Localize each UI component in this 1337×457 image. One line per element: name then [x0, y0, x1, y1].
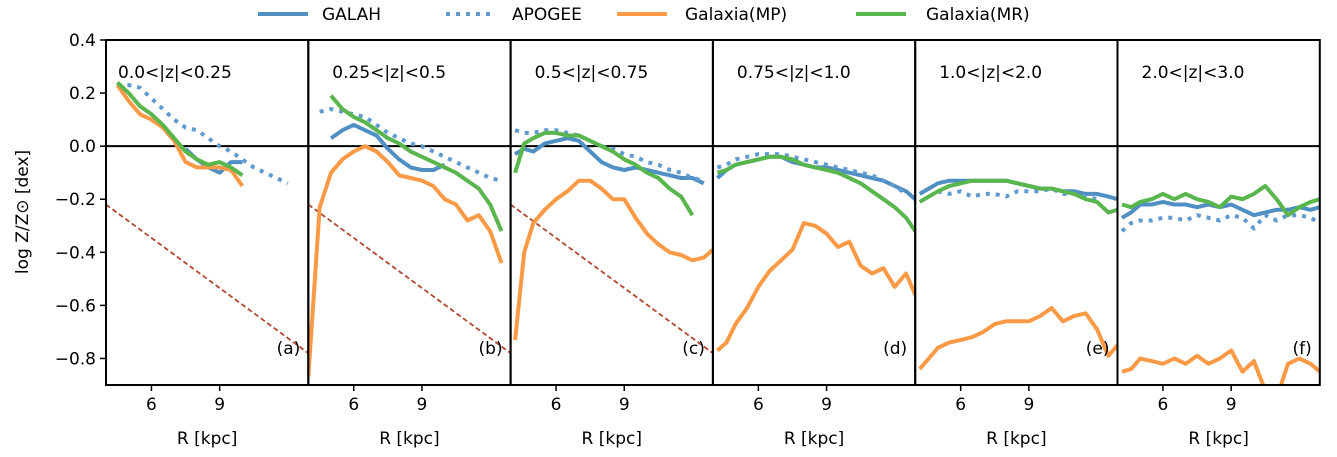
plot-area-3: [510, 128, 713, 354]
x-axis-label-6: R [kpc]: [1188, 429, 1248, 449]
legend-label-1: GALAH: [322, 5, 381, 25]
series-galaxiamr-3: [513, 130, 695, 217]
reference-line-2: [308, 203, 511, 354]
series-apogee-5: [937, 186, 1098, 202]
panel-1: 0.0<|z|<0.25 (a) 6 9 R [kpc] 0.4 0.2 0.0 −0.2 −0.…: [55, 31, 310, 449]
series-galaxiamp-1: [115, 83, 245, 188]
panel-frame-5: [914, 39, 1119, 386]
panel-tag-5: (e): [1086, 339, 1110, 359]
series-apogee-2: [319, 107, 502, 183]
y-tick-label-3: 0.0: [69, 137, 96, 157]
x-tick-label-3-2: 9: [619, 395, 630, 415]
plot-area-4: [712, 145, 916, 353]
plot-area-5: [915, 145, 1118, 371]
panel-title-6: 2.0<|z|<3.0: [1142, 63, 1245, 83]
x-axis-label-3: R [kpc]: [582, 429, 642, 449]
series-galaxiamr-6: [1121, 184, 1320, 218]
legend-label-4: Galaxia(MR): [926, 5, 1030, 25]
plot-area-1: [106, 81, 309, 354]
panel-title-1: 0.0<|z|<0.25: [118, 63, 232, 83]
series-galah-2: [329, 122, 446, 172]
reference-line-3: [510, 203, 713, 354]
x-tick-label-2-2: 9: [417, 395, 428, 415]
x-axis-label-2: R [kpc]: [379, 429, 439, 449]
x-tick-label-5-2: 9: [1023, 395, 1034, 415]
panel-frame-6: [1116, 39, 1321, 386]
series-galaxiamr-5: [918, 178, 1118, 215]
legend: GALAH APOGEE Galaxia(MP) Galaxia(MR): [258, 5, 1030, 25]
panel-title-3: 0.5<|z|<0.75: [535, 63, 649, 83]
series-galaxiamr-1: [116, 81, 244, 177]
y-tick-label-4: −0.2: [55, 190, 96, 210]
series-galah-3: [514, 136, 705, 186]
panel-3: 0.5<|z|<0.75 (c) 6 9 R [kpc]: [509, 39, 714, 449]
plot-area-2: [308, 94, 511, 378]
series-apogee-3: [514, 128, 705, 183]
y-tick-label-5: −0.4: [55, 243, 96, 263]
panel-tag-2: (b): [479, 339, 503, 359]
series-galaxiamp-2: [308, 144, 504, 378]
series-galaxiamp-3: [513, 178, 713, 341]
panel-5: 1.0<|z|<2.0 (e) 6 9 R [kpc]: [914, 39, 1119, 449]
reference-line-1: [106, 203, 309, 354]
panel-frame-4: [711, 39, 917, 386]
series-apogee-6: [1120, 213, 1320, 233]
x-tick-label-4-1: 6: [753, 395, 764, 415]
series-galaxiamr-4: [716, 154, 916, 233]
x-axis-label-4: R [kpc]: [784, 429, 844, 449]
plot-area-6: [1117, 145, 1320, 385]
legend-label-2: APOGEE: [512, 5, 582, 25]
x-tick-label-2-1: 6: [348, 395, 359, 415]
series-apogee-1: [117, 83, 289, 186]
legend-label-3: Galaxia(MP): [685, 5, 787, 25]
panel-title-4: 0.75<|z|<1.0: [737, 63, 851, 83]
y-tick-label-1: 0.4: [69, 31, 96, 51]
x-tick-label-4-2: 9: [821, 395, 832, 415]
y-axis-label: log Z/Z⊙ [dex]: [13, 150, 33, 274]
x-tick-label-3-1: 6: [551, 395, 562, 415]
series-apogee-4: [716, 152, 908, 196]
y-tick-label-2: 0.2: [69, 84, 96, 104]
panel-tag-3: (c): [682, 339, 705, 359]
y-tick-label-6: −0.6: [55, 296, 96, 316]
panel-title-5: 1.0<|z|<2.0: [939, 63, 1042, 83]
x-tick-label-6-1: 6: [1158, 395, 1169, 415]
x-tick-label-6-2: 9: [1226, 395, 1237, 415]
panel-title-2: 0.25<|z|<0.5: [332, 63, 446, 83]
x-axis-label-1: R [kpc]: [177, 429, 237, 449]
panel-tag-4: (d): [883, 339, 907, 359]
panel-2: 0.25<|z|<0.5 (b) 6 9 R [kpc]: [307, 39, 512, 449]
panel-frame-1: [105, 39, 310, 386]
series-galaxiamp-4: [716, 221, 916, 353]
series-galaxiamr-2: [329, 94, 504, 232]
series-galaxiamp-5: [918, 306, 1118, 371]
x-tick-label-1-1: 6: [146, 395, 157, 415]
x-tick-label-1-2: 9: [214, 395, 225, 415]
panel-frame-2: [307, 39, 512, 386]
panel-tag-1: (a): [277, 339, 301, 359]
x-axis-label-5: R [kpc]: [986, 429, 1046, 449]
panel-4: 0.75<|z|<1.0 (d) 6 9 R [kpc]: [711, 39, 917, 449]
x-tick-label-5-1: 6: [955, 395, 966, 415]
y-tick-label-7: −0.8: [55, 349, 96, 369]
panel-tag-6: (f): [1293, 339, 1312, 359]
series-galaxiamp-6: [1121, 348, 1320, 385]
panel-6: 2.0<|z|<3.0 (f) 6 9 R [kpc]: [1116, 39, 1321, 449]
